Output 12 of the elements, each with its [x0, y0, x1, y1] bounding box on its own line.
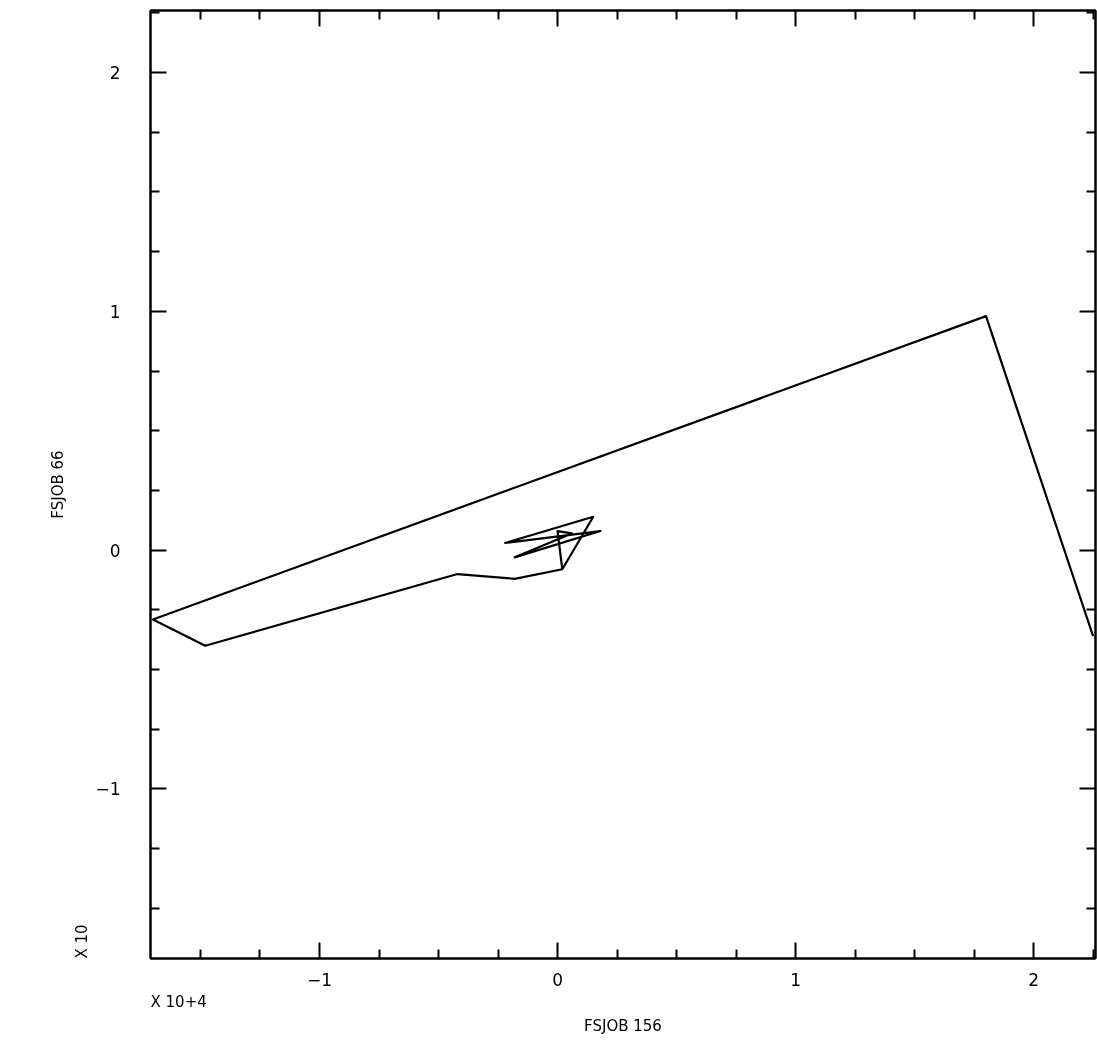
x-tick-label: 1	[790, 969, 801, 990]
y-tick-label: 0	[109, 540, 121, 561]
text: X 10+4	[150, 992, 207, 1011]
text: X 10	[72, 924, 91, 959]
x-tick-label: 2	[1028, 969, 1040, 990]
y-tick-label: −1	[95, 779, 121, 800]
x-tick-label: −1	[306, 969, 333, 990]
x-tick-label: 0	[552, 969, 563, 990]
y-tick-label: 2	[109, 63, 121, 84]
x-axis-title: FSJOB 156	[584, 1016, 662, 1035]
y-axis-title: FSJOB 66	[48, 450, 67, 519]
y-tick-label: 1	[109, 301, 121, 322]
